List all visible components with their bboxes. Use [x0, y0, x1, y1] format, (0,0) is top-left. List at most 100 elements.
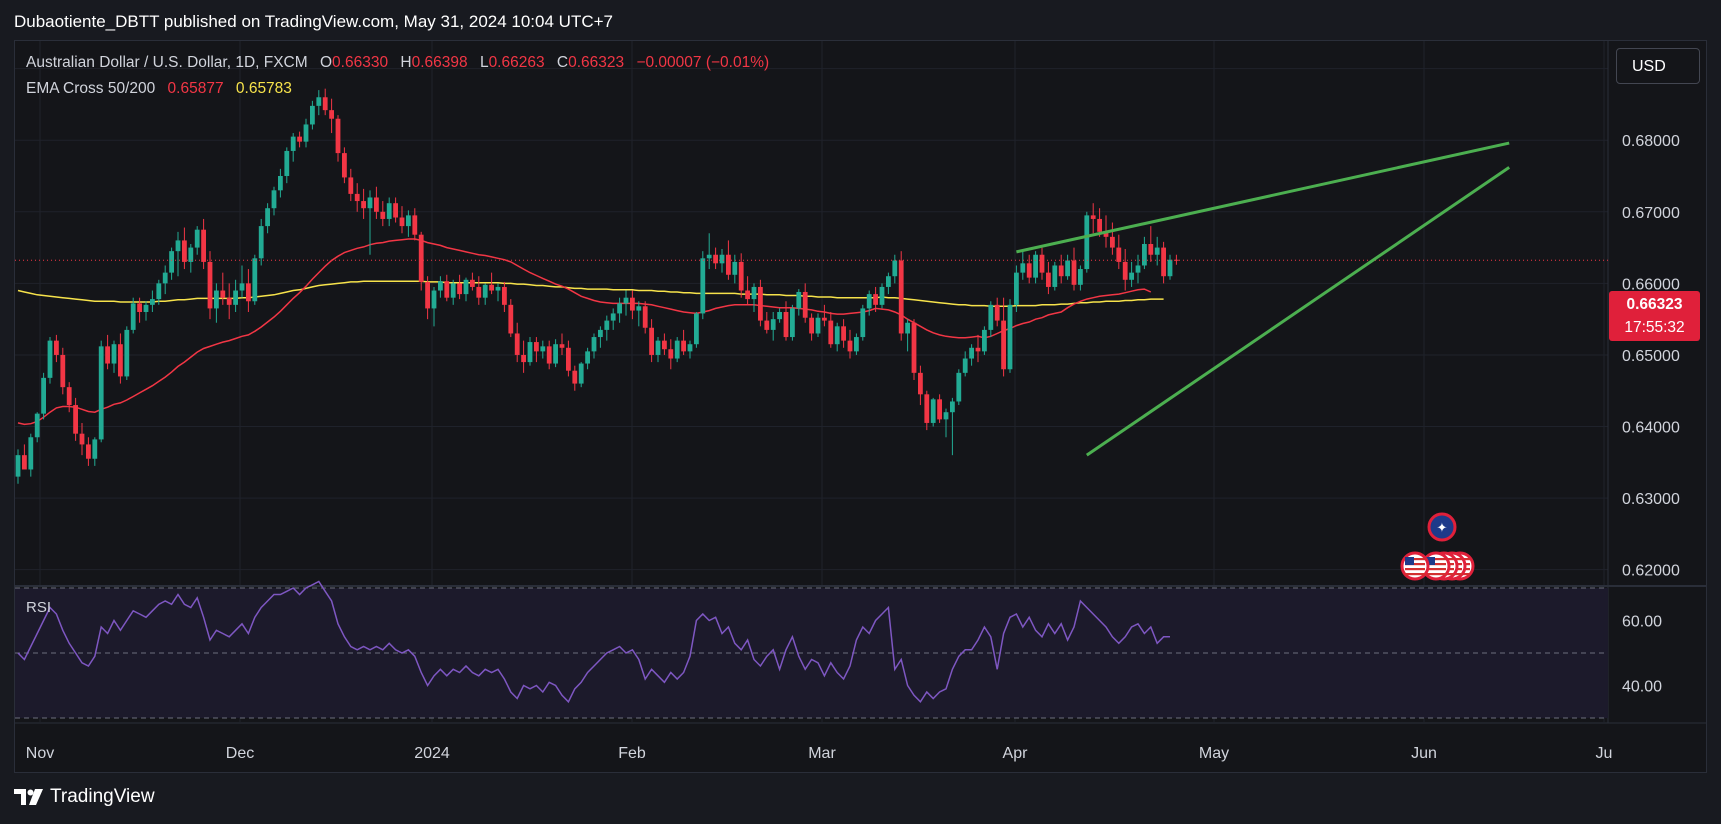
- candle-down[interactable]: [380, 211, 386, 219]
- candle-down[interactable]: [137, 303, 142, 312]
- candle-down[interactable]: [399, 217, 405, 227]
- candle-down[interactable]: [226, 297, 232, 305]
- candle-up[interactable]: [482, 284, 488, 298]
- candle-down[interactable]: [476, 286, 482, 298]
- candle-down[interactable]: [898, 260, 904, 334]
- candle-down[interactable]: [668, 349, 674, 359]
- candle-up[interactable]: [386, 203, 392, 219]
- candle-down[interactable]: [182, 240, 187, 262]
- candle-down[interactable]: [508, 304, 514, 334]
- candle-up[interactable]: [732, 261, 738, 275]
- candle-up[interactable]: [130, 303, 136, 330]
- candle-up[interactable]: [1135, 265, 1141, 273]
- candle-down[interactable]: [1097, 218, 1102, 232]
- candle-down[interactable]: [1174, 259, 1179, 261]
- candle-down[interactable]: [322, 97, 328, 111]
- candle-down[interactable]: [412, 215, 418, 235]
- candle-down[interactable]: [521, 354, 526, 363]
- candle-up[interactable]: [271, 190, 277, 209]
- candle-down[interactable]: [828, 320, 834, 345]
- candle-down[interactable]: [649, 327, 654, 355]
- candle-down[interactable]: [937, 399, 942, 420]
- candle-down[interactable]: [1116, 247, 1122, 262]
- candle-up[interactable]: [41, 377, 46, 414]
- candle-down[interactable]: [534, 342, 539, 352]
- candle-up[interactable]: [463, 279, 469, 295]
- candle-up[interactable]: [854, 337, 859, 352]
- candle-up[interactable]: [1052, 265, 1058, 287]
- candle-down[interactable]: [1026, 263, 1032, 278]
- candle-down[interactable]: [809, 317, 814, 334]
- candle-up[interactable]: [527, 342, 533, 363]
- candle-up[interactable]: [700, 258, 706, 314]
- candle-up[interactable]: [194, 229, 200, 248]
- candle-up[interactable]: [879, 286, 885, 305]
- candle-up[interactable]: [34, 413, 40, 438]
- candle-down[interactable]: [22, 455, 27, 470]
- candle-up[interactable]: [406, 215, 411, 227]
- candle-down[interactable]: [1090, 215, 1096, 219]
- candle-down[interactable]: [393, 203, 398, 218]
- candle-up[interactable]: [278, 176, 283, 191]
- candle-down[interactable]: [297, 136, 302, 142]
- candle-up[interactable]: [1065, 260, 1070, 277]
- candle-up[interactable]: [214, 290, 219, 309]
- candle-up[interactable]: [290, 136, 296, 151]
- candle-down[interactable]: [60, 354, 66, 388]
- currency-button[interactable]: USD: [1616, 48, 1700, 84]
- candle-up[interactable]: [162, 272, 168, 284]
- candle-down[interactable]: [681, 340, 686, 352]
- candle-down[interactable]: [630, 297, 635, 311]
- candle-down[interactable]: [1161, 247, 1166, 277]
- candle-up[interactable]: [578, 363, 584, 384]
- candle-up[interactable]: [905, 322, 910, 334]
- trendline[interactable]: [1016, 141, 1510, 254]
- candle-up[interactable]: [866, 294, 872, 309]
- candle-down[interactable]: [713, 254, 718, 264]
- candle-up[interactable]: [188, 247, 194, 262]
- candle-up[interactable]: [111, 344, 117, 364]
- candle-down[interactable]: [354, 193, 360, 202]
- candle-up[interactable]: [834, 326, 840, 345]
- candle-up[interactable]: [1142, 244, 1147, 266]
- candle-down[interactable]: [489, 284, 494, 291]
- candle-down[interactable]: [559, 344, 565, 348]
- candle-up[interactable]: [310, 105, 315, 125]
- candle-down[interactable]: [246, 283, 251, 302]
- candle-up[interactable]: [169, 251, 174, 273]
- candle-down[interactable]: [1071, 260, 1077, 285]
- candle-up[interactable]: [674, 340, 680, 359]
- candle-up[interactable]: [28, 437, 34, 470]
- candle-up[interactable]: [815, 317, 821, 334]
- candle-up[interactable]: [450, 283, 456, 298]
- candle-down[interactable]: [841, 326, 846, 341]
- candle-up[interactable]: [284, 150, 290, 176]
- candle-up[interactable]: [124, 329, 130, 377]
- candle-down[interactable]: [502, 286, 507, 305]
- candle-down[interactable]: [329, 110, 334, 119]
- candle-up[interactable]: [796, 291, 802, 309]
- candle-up[interactable]: [143, 304, 149, 312]
- candle-down[interactable]: [444, 281, 450, 298]
- ema-legend[interactable]: EMA Cross 50/200 0.65877 0.65783: [26, 80, 292, 98]
- candle-up[interactable]: [15, 455, 21, 477]
- candle-up[interactable]: [751, 286, 757, 300]
- candle-up[interactable]: [962, 358, 968, 373]
- candle-up[interactable]: [610, 313, 616, 321]
- candle-up[interactable]: [1167, 259, 1173, 277]
- candle-down[interactable]: [642, 306, 648, 328]
- candle-down[interactable]: [738, 261, 744, 291]
- candle-up[interactable]: [636, 306, 642, 311]
- candle-down[interactable]: [745, 290, 750, 300]
- candle-down[interactable]: [873, 294, 878, 305]
- candle-down[interactable]: [1039, 254, 1045, 273]
- candle-up[interactable]: [1154, 247, 1160, 255]
- candle-up[interactable]: [591, 337, 597, 352]
- candle-up[interactable]: [706, 254, 712, 259]
- us-flag-icon[interactable]: [1421, 551, 1451, 581]
- symbol-name[interactable]: Australian Dollar / U.S. Dollar, 1D, FXC…: [26, 54, 308, 71]
- candle-down[interactable]: [207, 261, 213, 309]
- candle-down[interactable]: [418, 234, 424, 282]
- candle-down[interactable]: [335, 118, 341, 154]
